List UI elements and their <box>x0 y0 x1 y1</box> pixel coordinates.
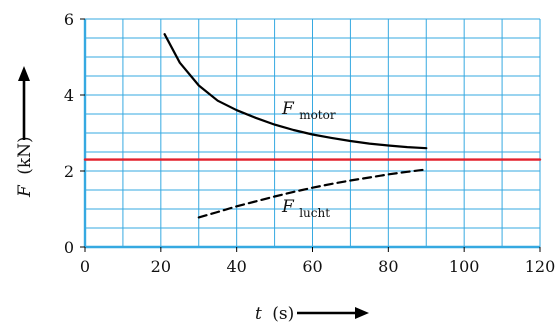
x-axis-var: t <box>255 304 262 324</box>
y-tick-label: 4 <box>64 86 74 105</box>
y-tick-label: 0 <box>64 238 74 257</box>
y-axis-title: F (kN) <box>15 136 35 198</box>
x-tick-label: 60 <box>302 257 322 276</box>
series-label-motor-main: F <box>281 99 295 119</box>
series-label-lucht-main: F <box>281 197 295 217</box>
x-axis-title: t (s) <box>255 304 294 324</box>
x-axis-arrow <box>297 307 369 319</box>
x-tick-label: 80 <box>378 257 398 276</box>
x-tick-label: 100 <box>449 257 480 276</box>
y-axis-unit: (kN) <box>15 136 35 174</box>
x-tick-label: 0 <box>80 257 90 276</box>
series-label-motor-sub: motor <box>299 108 336 122</box>
series-line-motor <box>165 34 427 148</box>
series-label-lucht-sub: lucht <box>299 206 330 220</box>
x-axis-unit: (s) <box>272 304 294 324</box>
y-tick-label: 2 <box>64 162 74 181</box>
x-tick-label: 20 <box>151 257 171 276</box>
series-label-motor: F motor <box>281 99 336 122</box>
x-tick-label: 40 <box>226 257 246 276</box>
x-tick-label: 120 <box>525 257 556 276</box>
y-axis-var: F <box>15 184 35 198</box>
y-tick-label: 6 <box>64 10 74 29</box>
tick-labels: 0 20 40 60 80 100 120 0 2 4 6 <box>64 10 555 276</box>
series-label-lucht: F lucht <box>281 197 330 220</box>
y-axis-arrow <box>18 66 30 140</box>
